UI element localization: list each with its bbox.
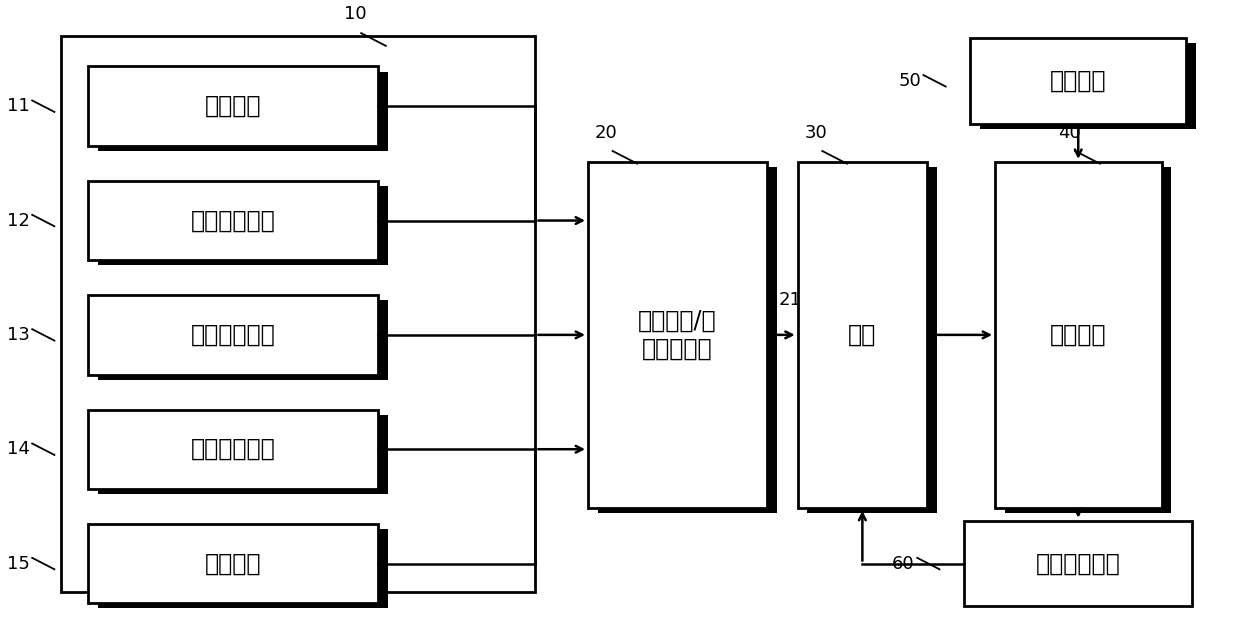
Bar [88,410,378,489]
Bar [994,162,1162,508]
Bar [980,43,1197,129]
Text: 牙齿对齐/颞
颌关节对齐: 牙齿对齐/颞 颌关节对齐 [639,309,717,360]
Text: 干扰校正: 干扰校正 [1050,69,1106,93]
Text: 轨迹数据: 轨迹数据 [205,552,262,575]
Text: 50: 50 [898,72,921,90]
Text: 牙齿设计: 牙齿设计 [1050,323,1106,347]
Text: 面部骨骼数据: 面部骨骼数据 [191,209,275,232]
Bar [807,167,937,513]
Bar [965,521,1193,607]
Bar [588,162,766,508]
Text: 30: 30 [805,124,827,142]
Text: 60: 60 [892,554,915,572]
Text: 40: 40 [1058,124,1080,142]
Text: 最终牙齿模型: 最终牙齿模型 [1035,552,1121,575]
Bar [1004,167,1172,513]
Text: 一次图像数据: 一次图像数据 [191,323,275,347]
Bar [88,295,378,375]
Bar [88,66,378,146]
Bar [971,38,1187,124]
Bar [88,524,378,604]
Bar [98,529,388,609]
Bar [98,186,388,265]
Text: 15: 15 [7,554,30,572]
Bar [61,36,536,592]
Bar [88,181,378,260]
Bar [98,300,388,380]
Text: 二次图像数据: 二次图像数据 [191,437,275,461]
Text: 13: 13 [7,326,30,344]
Text: 14: 14 [7,440,30,458]
Bar [98,71,388,151]
Bar [797,162,928,508]
Text: 21: 21 [779,291,802,309]
Text: 12: 12 [7,212,30,230]
Text: 10: 10 [343,5,366,23]
Text: 扫描数据: 扫描数据 [205,94,262,118]
Bar [98,415,388,494]
Text: 模拟: 模拟 [848,323,877,347]
Bar [598,167,776,513]
Text: 20: 20 [595,124,618,142]
Text: 11: 11 [7,97,30,115]
